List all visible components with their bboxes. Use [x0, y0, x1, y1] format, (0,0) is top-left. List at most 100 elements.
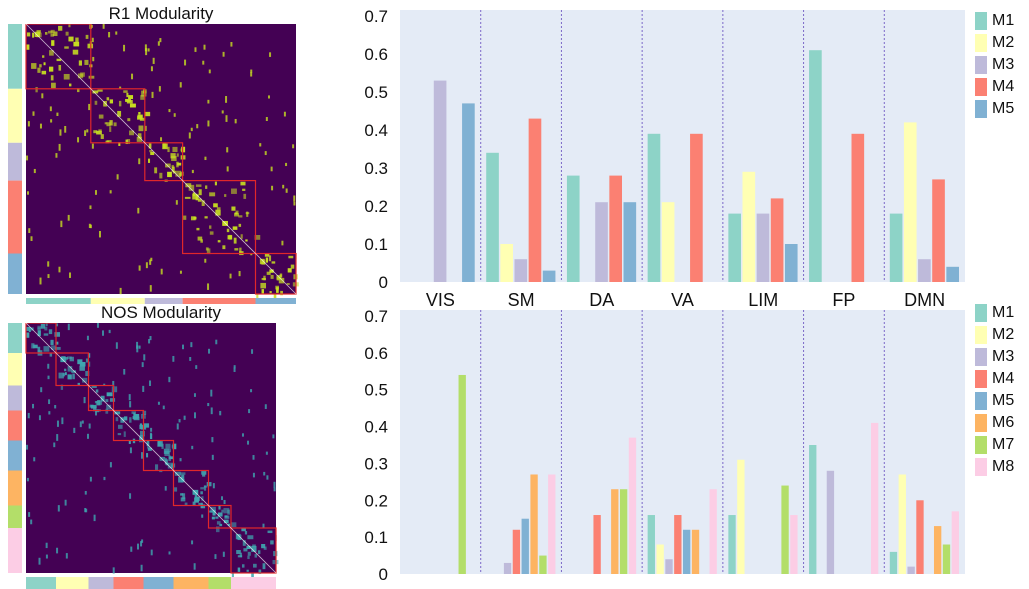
- module-cell: [144, 111, 151, 117]
- legend-item-m2: M2: [975, 324, 1014, 346]
- module-border: [230, 527, 277, 574]
- y-tick-label: 0.5: [364, 381, 388, 400]
- matrix-dot: [202, 60, 205, 65]
- module-cell: [115, 417, 119, 422]
- module-cell: [73, 41, 80, 47]
- matrix-dot: [178, 419, 181, 423]
- matrix-dot: [138, 158, 141, 165]
- module-cell: [258, 569, 262, 574]
- module-cell: [109, 120, 113, 126]
- module-cell: [72, 373, 75, 380]
- bar-m4-sm: [512, 529, 521, 574]
- matrix-dot: [195, 365, 198, 369]
- bar-m5-sm: [521, 518, 529, 574]
- module-border: [25, 24, 92, 90]
- legend-swatch: [975, 12, 987, 30]
- module-cell: [261, 277, 266, 281]
- bar-m6-sm: [530, 474, 538, 574]
- module-cell: [192, 193, 198, 200]
- module-strip-bottom: [26, 298, 91, 304]
- module-cell: [264, 253, 270, 257]
- matrix-dot: [210, 389, 213, 397]
- bar-m4-da: [593, 515, 601, 574]
- bar-m3-lim: [756, 213, 770, 282]
- module-cell: [141, 90, 147, 97]
- y-tick-label: 0.7: [364, 7, 388, 26]
- bar-m3-dmn: [918, 259, 931, 282]
- module-cell: [204, 216, 208, 219]
- matrix-dot: [56, 112, 59, 117]
- module-cell: [171, 166, 175, 172]
- module-cell: [139, 423, 143, 426]
- matrix-dot: [157, 401, 160, 405]
- module-cell: [241, 528, 246, 532]
- module-strip-left: [8, 142, 22, 181]
- module-cell: [245, 212, 250, 215]
- bar-m8-sm: [548, 474, 556, 574]
- matrix-dot: [40, 387, 43, 393]
- legend-label: M1: [992, 304, 1015, 321]
- module-cell: [129, 417, 132, 423]
- bar-m7-vis: [458, 374, 466, 574]
- matrix-dot: [176, 423, 179, 430]
- matrix-dot: [190, 127, 193, 132]
- module-cell: [265, 257, 269, 263]
- y-tick-label: 0: [379, 565, 388, 584]
- matrix-dot: [151, 91, 154, 98]
- module-cell: [54, 346, 61, 350]
- module-cell: [172, 146, 178, 153]
- module-cell: [219, 523, 223, 527]
- module-cell: [180, 497, 186, 502]
- matrix-dot: [265, 451, 268, 455]
- matrix-dot: [212, 483, 215, 489]
- module-cell: [197, 198, 202, 202]
- module-cell: [201, 200, 205, 207]
- module-cell: [150, 151, 155, 156]
- bar-m8-dmn: [951, 511, 959, 574]
- matrix-dot: [150, 427, 153, 432]
- module-cell: [180, 493, 184, 496]
- matrix-dot: [188, 132, 191, 139]
- module-cell: [182, 493, 186, 500]
- matrix-dot: [282, 184, 285, 189]
- matrix-dot: [193, 393, 196, 397]
- matrix-dot: [149, 380, 152, 386]
- matrix-dot: [83, 397, 86, 404]
- matrix-dot: [109, 462, 112, 468]
- module-cell: [200, 487, 205, 490]
- matrix-dot: [129, 447, 132, 454]
- module-cell: [185, 183, 192, 188]
- module-cell: [85, 358, 89, 363]
- module-cell: [75, 37, 79, 43]
- bar-m3-sm: [503, 562, 512, 574]
- bar-m8-da: [628, 437, 637, 574]
- module-cell: [224, 194, 227, 197]
- x-tick-label: VIS: [426, 290, 455, 306]
- matrix-dot: [182, 344, 185, 350]
- matrix-dot: [293, 201, 296, 206]
- matrix-dot: [189, 357, 192, 361]
- module-border: [172, 469, 210, 507]
- module-strip-bottom: [231, 577, 276, 589]
- module-cell: [55, 323, 59, 327]
- matrix-dot: [48, 411, 51, 415]
- module-cell: [273, 551, 278, 557]
- module-cell: [209, 225, 212, 229]
- module-cell: [173, 487, 178, 492]
- module-cell: [128, 95, 134, 100]
- legend-item-m4: M4: [975, 368, 1014, 390]
- y-tick-label: 0.4: [364, 121, 388, 140]
- module-strip-bottom: [173, 577, 209, 589]
- module-cell: [261, 543, 266, 549]
- module-cell: [85, 371, 90, 377]
- module-cell: [184, 502, 188, 506]
- legend-item-m5: M5: [975, 98, 1014, 120]
- module-cell: [138, 125, 144, 132]
- module-cell: [196, 227, 200, 231]
- y-tick-label: 0.2: [364, 197, 388, 216]
- module-cell: [91, 385, 97, 388]
- module-cell: [237, 567, 241, 572]
- module-cell: [35, 87, 38, 93]
- module-cell: [224, 515, 228, 518]
- module-cell: [126, 100, 133, 104]
